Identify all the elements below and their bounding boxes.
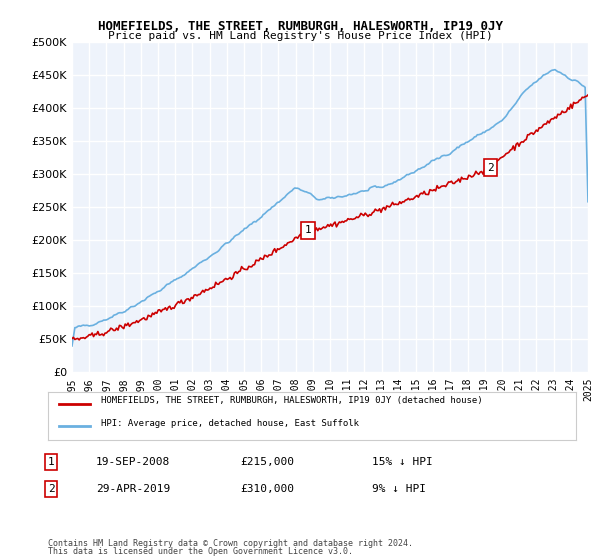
Text: 2: 2: [487, 162, 494, 172]
Text: This data is licensed under the Open Government Licence v3.0.: This data is licensed under the Open Gov…: [48, 547, 353, 556]
Text: HOMEFIELDS, THE STREET, RUMBURGH, HALESWORTH, IP19 0JY (detached house): HOMEFIELDS, THE STREET, RUMBURGH, HALESW…: [101, 396, 482, 405]
Text: £310,000: £310,000: [240, 484, 294, 494]
Text: 2: 2: [47, 484, 55, 494]
Text: 19-SEP-2008: 19-SEP-2008: [96, 457, 170, 467]
Text: 29-APR-2019: 29-APR-2019: [96, 484, 170, 494]
Text: 15% ↓ HPI: 15% ↓ HPI: [372, 457, 433, 467]
Text: 1: 1: [47, 457, 55, 467]
Text: £215,000: £215,000: [240, 457, 294, 467]
Text: Price paid vs. HM Land Registry's House Price Index (HPI): Price paid vs. HM Land Registry's House …: [107, 31, 493, 41]
Text: 1: 1: [305, 225, 311, 235]
Text: 9% ↓ HPI: 9% ↓ HPI: [372, 484, 426, 494]
Text: HPI: Average price, detached house, East Suffolk: HPI: Average price, detached house, East…: [101, 419, 359, 428]
Text: HOMEFIELDS, THE STREET, RUMBURGH, HALESWORTH, IP19 0JY: HOMEFIELDS, THE STREET, RUMBURGH, HALESW…: [97, 20, 503, 32]
Text: Contains HM Land Registry data © Crown copyright and database right 2024.: Contains HM Land Registry data © Crown c…: [48, 539, 413, 548]
